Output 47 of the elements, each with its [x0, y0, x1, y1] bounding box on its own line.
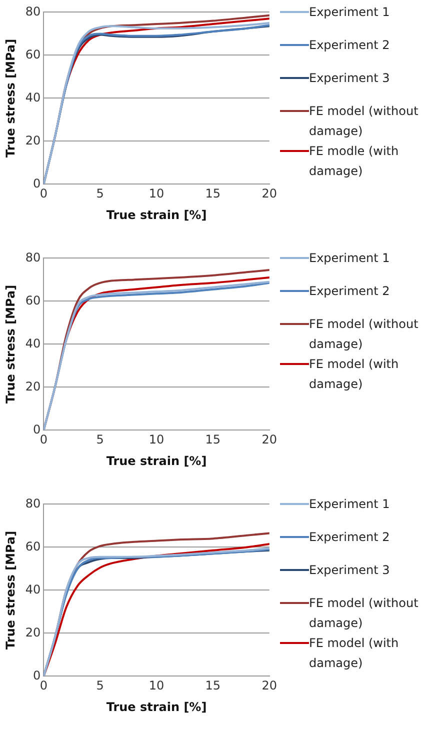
x-tick-label: 20: [262, 678, 278, 693]
x-tick-label: 15: [205, 186, 221, 201]
x-tick-label: 10: [148, 186, 164, 201]
y-tick-label: 40: [25, 582, 41, 596]
x-axis-title: True strain [%]: [106, 454, 207, 468]
y-tick-label: 0: [33, 422, 41, 436]
y-tick-label: 0: [33, 176, 41, 190]
x-tick-label: 15: [205, 678, 221, 693]
y-tick-label: 40: [25, 90, 41, 104]
legend-label: FE model (without damage): [309, 595, 420, 632]
legend-label: Experiment 2: [309, 37, 391, 54]
x-tick-label: 20: [262, 186, 278, 201]
y-tick-label: 80: [25, 496, 41, 510]
x-tick-label: 20: [262, 432, 278, 447]
x-tick-label: 15: [205, 432, 221, 447]
y-tick-label: 60: [25, 293, 41, 308]
legend-label: FE model (with damage): [309, 356, 400, 393]
legend-label: FE model (without damage): [309, 316, 420, 353]
legend-label: FE model (with damage): [309, 635, 400, 672]
legend-label: Experiment 1: [309, 250, 391, 267]
x-tick-label: 10: [148, 432, 164, 447]
legend-label: Experiment 3: [309, 70, 391, 87]
legend-label: Experiment 3: [309, 562, 391, 579]
y-tick-label: 20: [25, 625, 41, 640]
y-tick-label: 20: [25, 379, 41, 394]
legend-label: Experiment 2: [309, 529, 391, 546]
y-axis-title: True stress [MPa]: [3, 530, 18, 650]
x-tick-label: 5: [96, 432, 104, 447]
y-axis-title: True stress [MPa]: [3, 38, 18, 158]
y-tick-label: 80: [25, 4, 41, 18]
x-tick-label: 5: [96, 678, 104, 693]
legend-label: Experiment 1: [309, 496, 391, 513]
y-tick-label: 80: [25, 250, 41, 264]
x-axis-title: True strain [%]: [106, 208, 207, 222]
y-tick-label: 20: [25, 133, 41, 148]
x-axis-title: True strain [%]: [106, 700, 207, 714]
y-axis-title: True stress [MPa]: [3, 284, 18, 404]
y-tick-label: 0: [33, 668, 41, 682]
legend-label: FE modle (with damage): [309, 143, 400, 180]
y-tick-label: 60: [25, 539, 41, 554]
legend-label: FE model (without damage): [309, 103, 420, 140]
x-tick-label: 10: [148, 678, 164, 693]
legend-label: Experiment 2: [309, 283, 391, 300]
y-tick-label: 40: [25, 336, 41, 350]
x-tick-label: 5: [96, 186, 104, 201]
y-tick-label: 60: [25, 47, 41, 62]
legend-label: Experiment 1: [309, 4, 391, 21]
